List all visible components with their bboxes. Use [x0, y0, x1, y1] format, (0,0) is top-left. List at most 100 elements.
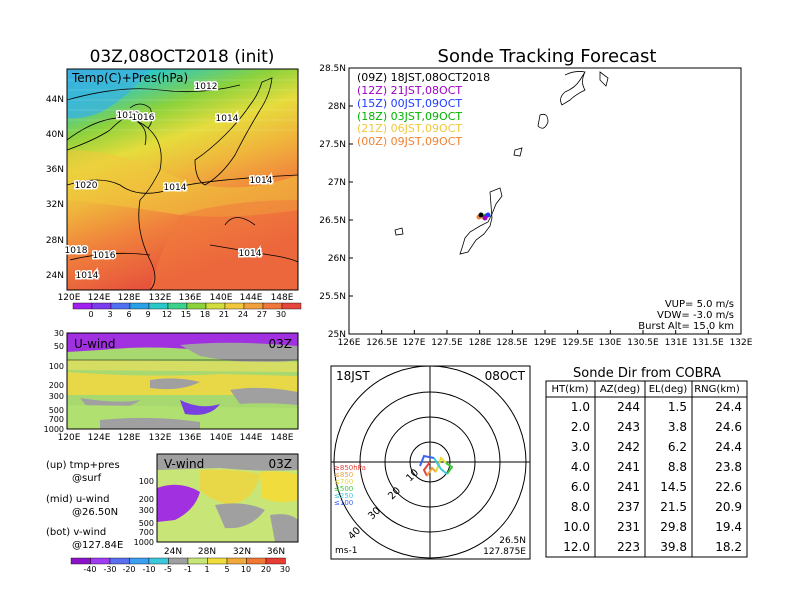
table-cell: 3.0: [571, 440, 590, 454]
track-legend-00z: (00Z) 09JST,09OCT: [357, 135, 462, 148]
table-header: HT(km) AZ(deg) EL(deg) RNG(km): [552, 384, 740, 395]
uwind-section: [67, 333, 298, 429]
level-850: ≤850: [334, 471, 353, 479]
legend-notes: (up) tmp+pres @surf (mid) u-wind @26.50N…: [46, 460, 123, 551]
level-250: ≤250: [334, 492, 353, 500]
isobar-label: 1014: [76, 271, 99, 281]
vwind-pres-axis: 100 200 300 500 700 1000: [134, 477, 154, 547]
table-cell: 243: [617, 420, 640, 434]
table-cell: 18.2: [715, 540, 742, 554]
temperature-colorbar: [72, 302, 302, 310]
table-cell: 24.4: [715, 440, 742, 454]
vwind-pres-tick: 100: [139, 477, 154, 486]
uwind-pres-tick: 50: [54, 342, 64, 351]
wind-colorbar-swatch: [226, 557, 247, 565]
track-lon-tick: 127.5E: [431, 338, 463, 348]
legend-note-bot: (bot) v-wind: [46, 527, 106, 538]
colorbar-swatch: [72, 302, 93, 310]
colorbar-swatch: [205, 302, 226, 310]
colorbar-tick: 3: [107, 310, 112, 319]
table-cell: 1.5: [668, 400, 687, 414]
table-cell: 23.8: [715, 460, 742, 474]
track-lat-tick: 28.5N: [319, 64, 346, 74]
wind-colorbar-tick: 20: [261, 565, 271, 574]
wind-colorbar-tick: 5: [224, 565, 229, 574]
table-grid: [545, 380, 748, 558]
legend-note-up: (up) tmp+pres: [46, 460, 120, 471]
track-legend: (09Z) 18JST,08OCT2018 (12Z) 21JST,08OCT …: [357, 71, 490, 148]
table-cell: 244: [617, 400, 640, 414]
map-lat-tick: 28N: [46, 236, 64, 246]
table-cell: 12.0: [563, 540, 590, 554]
wind-colorbar-swatch: [246, 557, 267, 565]
colorbar-tick: 30: [276, 310, 286, 319]
colorbar-swatch: [91, 302, 112, 310]
track-lat-axis: 28.5N 28N 27.5N 27N 26.5N 26N 25.5N 25N: [319, 64, 346, 340]
track-params: VUP= 5.0 m/s VDW= -3.0 m/s Burst Alt= 15…: [638, 299, 734, 332]
track-lat-tick: 26N: [328, 254, 346, 264]
colorbar-swatch: [148, 302, 169, 310]
level-100: ≤100: [334, 499, 353, 507]
uwind-lon-tick: 132E: [149, 433, 172, 443]
uwind-pres-tick: 500: [49, 406, 64, 415]
vwind-pres-tick: 300: [139, 506, 154, 515]
colorbar-swatch: [224, 302, 245, 310]
track-frame: [348, 67, 742, 335]
colorbar-swatch: [262, 302, 283, 310]
wind-colorbar-tick: -1: [184, 565, 192, 574]
track-title: Sonde Tracking Forecast: [438, 46, 657, 67]
map-frame: [66, 68, 299, 291]
vwind-pres-tick: 200: [139, 495, 154, 504]
vwind-lat-tick: 28N: [198, 547, 216, 557]
map-lat-tick: 32N: [46, 200, 64, 210]
vwind-pres-tick: 500: [139, 519, 154, 528]
vwind-lat-axis: 24N 28N 32N 36N: [164, 547, 285, 557]
track-lon-tick: 129.5E: [562, 338, 594, 348]
polar-unit: ms-1: [335, 546, 357, 556]
legend-note-bot2: @127.84E: [72, 540, 123, 551]
polar-level-legend: ≥850hPa ≤850 ≤700 ≤500 ≤250 ≤100: [334, 464, 366, 507]
isobar-label: 1014: [250, 176, 273, 186]
table-cell: 14.5: [660, 480, 687, 494]
vwind-lat-tick: 32N: [233, 547, 251, 557]
colorbar-tick: 9: [145, 310, 150, 319]
isobar-label: 1014: [216, 114, 239, 124]
map-lon-tick: 120E: [58, 293, 81, 303]
table-cell: 3.8: [668, 420, 687, 434]
colorbar-tick: 24: [238, 310, 248, 319]
track-lon-tick: 128E: [469, 338, 492, 348]
wind-colorbar-swatch: [265, 557, 286, 565]
wind-colorbar-tick: -30: [103, 565, 116, 574]
wind-colorbar-swatch: [207, 557, 228, 565]
param-vup: VUP= 5.0 m/s: [665, 299, 734, 310]
colorbar-tick: 15: [181, 310, 191, 319]
hodograph-trace: [419, 454, 454, 477]
table-cell: 223: [617, 540, 640, 554]
colorbar-swatch: [129, 302, 150, 310]
legend-note-mid: (mid) u-wind: [46, 494, 109, 505]
uwind-pres-axis: 30 50 100 200 300 500 700 1000: [44, 329, 64, 434]
track-legend-18z: (18Z) 03JST,09OCT: [357, 110, 462, 123]
uwind-pres-tick: 700: [49, 415, 64, 424]
map-lon-tick: 136E: [179, 293, 202, 303]
uwind-pres-tick: 1000: [44, 425, 64, 434]
isobar-label: 1014: [164, 183, 187, 193]
wind-colorbar: [70, 557, 286, 565]
vwind-time: 03Z: [269, 457, 293, 471]
table-cell: 1.0: [571, 400, 590, 414]
wind-colorbar-tick: -40: [83, 565, 96, 574]
table-cell: 24.6: [715, 420, 742, 434]
polar-time-right: 08OCT: [485, 369, 526, 383]
track-lon-tick: 126E: [338, 338, 361, 348]
uwind-lon-tick: 120E: [58, 433, 81, 443]
colorbar-tick: 18: [200, 310, 210, 319]
map-lat-tick: 24N: [46, 271, 64, 281]
uwind-pres-tick: 200: [49, 381, 64, 390]
wind-colorbar-tick: -5: [164, 565, 172, 574]
vwind-pres-tick: 1000: [134, 538, 154, 547]
param-vdw: VDW= -3.0 m/s: [657, 310, 734, 321]
uwind-lon-tick: 128E: [118, 433, 141, 443]
isobar-label: 1012: [195, 82, 218, 92]
map-lon-tick: 124E: [88, 293, 111, 303]
